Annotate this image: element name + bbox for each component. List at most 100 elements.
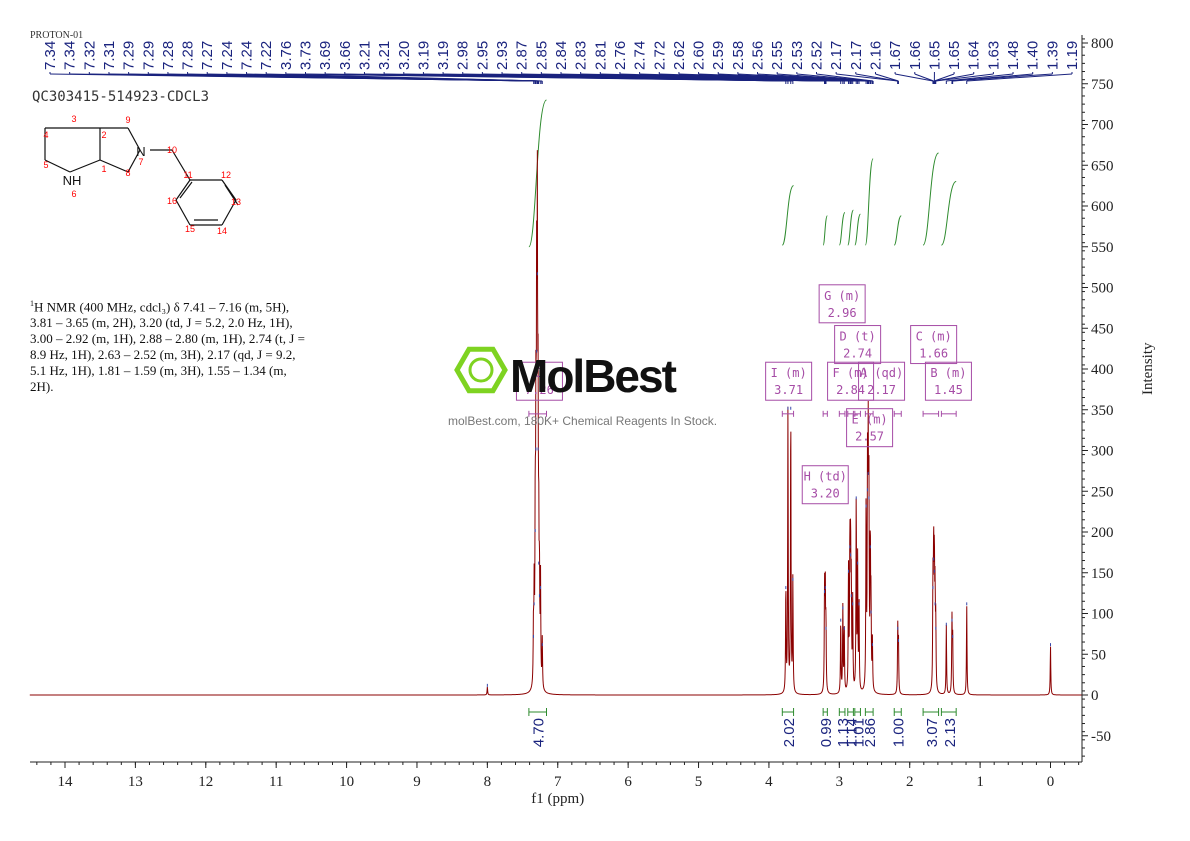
- peak-label-leader: [914, 73, 934, 82]
- multiplet-title: B (m): [930, 366, 966, 380]
- bond: [127, 127, 141, 151]
- peak-label-leader: [266, 73, 543, 82]
- y-tick-label: 650: [1091, 158, 1114, 174]
- peak-label: 1.65: [946, 41, 963, 70]
- peak-label-leader: [952, 73, 1053, 82]
- axes: 14 13 12 11 10 9 8 7 6 5 4 3 2 1 0f1 (ppm)800750700650…: [30, 35, 1114, 807]
- y-tick-label: 50: [1091, 647, 1106, 663]
- atom-label: 14: [217, 226, 227, 236]
- desc-line-6: 2H).: [30, 379, 54, 395]
- integral-value: 0.99: [818, 718, 835, 747]
- y-axis-label: Intensity: [1140, 342, 1156, 396]
- peak-label: 1.48: [1005, 41, 1022, 70]
- desc-line-1: H NMR (400 MHz, cdcl₃) δ 7.41 – 7.16 (m,…: [34, 299, 290, 315]
- x-tick-label: 13: [128, 774, 143, 790]
- x-tick-label: 14: [58, 774, 74, 790]
- multiplet-title: I (m): [771, 366, 807, 380]
- bond: [224, 184, 239, 206]
- multiplet-box: [846, 408, 894, 448]
- y-tick-label: 400: [1091, 362, 1114, 378]
- atom-label: 5: [43, 160, 48, 170]
- peak-label-leader: [966, 73, 1073, 82]
- x-tick-label: 10: [339, 774, 354, 790]
- peak-label: 2.52: [809, 41, 826, 70]
- atom-label: 15: [185, 224, 195, 234]
- y-tick-label: 0: [1091, 688, 1099, 704]
- multiplet-box: [827, 361, 875, 401]
- benzene-logo-ring-icon: [468, 357, 494, 383]
- bond: [171, 149, 191, 181]
- bond: [221, 179, 237, 201]
- peak-label: 2.81: [592, 41, 609, 70]
- desc-line-4: 8.9 Hz, 1H), 2.63 – 2.52 (m, 3H), 2.17 (…: [30, 347, 296, 363]
- peak-label: 3.76: [278, 41, 295, 70]
- peak-label: 2.56: [750, 41, 767, 70]
- peak-label-leader: [946, 73, 1014, 82]
- multiplet-box: [801, 465, 849, 505]
- y-tick-label: 550: [1091, 240, 1114, 256]
- y-tick-label: 350: [1091, 403, 1114, 419]
- integral-curve: [922, 152, 940, 246]
- peak-label-leader: [875, 73, 899, 82]
- bond: [221, 199, 237, 226]
- peak-label: 3.69: [317, 41, 334, 70]
- peak-label: 2.17: [828, 41, 845, 70]
- peak-label: 2.16: [867, 41, 884, 70]
- atom-label: 6: [71, 189, 76, 199]
- x-tick-label: 1: [976, 774, 984, 790]
- benzene-logo-icon: [454, 346, 508, 394]
- integral-value: 1.01: [851, 718, 868, 747]
- x-tick-label: 4: [765, 774, 773, 790]
- peak-label: 7.34: [62, 41, 79, 70]
- peak-label: 7.29: [121, 41, 138, 70]
- bond: [127, 149, 141, 173]
- peak-label: 1.19: [1064, 41, 1081, 70]
- peak-label-leader: [934, 73, 955, 82]
- multiplet-box: [765, 361, 813, 401]
- peak-label: 2.95: [474, 41, 491, 70]
- peak-label-leader: [836, 73, 898, 82]
- atom-label: 12: [221, 170, 231, 180]
- peak-label: 2.59: [710, 41, 727, 70]
- peak-label: 3.19: [415, 41, 432, 70]
- nmr-description: 1H NMR (400 MHz, cdcl₃) δ 7.41 – 7.16 (m…: [30, 296, 330, 395]
- peak-label: 3.20: [396, 41, 413, 70]
- y-tick-label: 150: [1091, 566, 1114, 582]
- peak-label-leader: [855, 73, 898, 82]
- y-tick-label: 300: [1091, 444, 1114, 460]
- multiplet-box: [924, 361, 972, 401]
- desc-line-2: 3.81 – 3.65 (m, 2H), 3.20 (td, J = 5.2, …: [30, 315, 293, 331]
- peak-label: 2.76: [612, 41, 629, 70]
- y-tick-label: 800: [1091, 36, 1114, 52]
- integral-curve: [822, 215, 828, 246]
- atom-label: 16: [167, 196, 177, 206]
- multiplet-annotations: J 7.26 I (m) 3.71 G (m) 2.96 D (t) 2.74 C (m) 1.6…: [515, 284, 972, 505]
- multiplet-box: [515, 361, 563, 401]
- multiplet-shift: 1.45: [934, 383, 963, 397]
- multiplet-shift: 2.74: [843, 347, 872, 361]
- peak-label: 2.53: [789, 41, 806, 70]
- integral-value: 1.14: [844, 718, 861, 747]
- peak-label: 2.93: [494, 41, 511, 70]
- peak-label: 2.55: [769, 41, 786, 70]
- peak-label: 2.84: [553, 41, 570, 70]
- multiplet-title: G (m): [824, 289, 860, 303]
- x-tick-label: 7: [554, 774, 562, 790]
- y-tick-label: 450: [1091, 321, 1114, 337]
- peak-label: 2.83: [573, 41, 590, 70]
- peak-label: 7.27: [199, 41, 216, 70]
- x-tick-label: 11: [269, 774, 283, 790]
- peak-label: 1.63: [985, 41, 1002, 70]
- peak-label: 2.98: [455, 41, 472, 70]
- peak-label: 7.32: [81, 41, 98, 70]
- integral-value: 2.13: [942, 718, 959, 747]
- integral-curve: [781, 185, 795, 246]
- peak-label-leader: [935, 73, 994, 82]
- peak-label: 3.73: [298, 41, 315, 70]
- atom-label: 7: [138, 157, 143, 167]
- atom-label: 9: [125, 115, 130, 125]
- multiplet-shift: 2.96: [828, 306, 857, 320]
- multiplet-shift: 3.71: [774, 383, 803, 397]
- peak-label: 2.58: [730, 41, 747, 70]
- peak-label: 3.19: [435, 41, 452, 70]
